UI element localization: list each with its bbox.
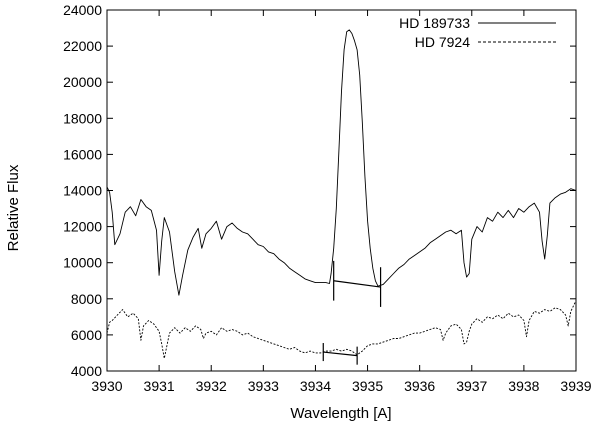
bracket-line: [333, 280, 381, 288]
y-tick-label: 12000: [63, 219, 102, 235]
y-tick-label: 22000: [63, 38, 102, 54]
legend: HD 189733 HD 7924: [399, 15, 556, 50]
x-tick-label: 3934: [300, 378, 331, 394]
plot-frame: [106, 9, 577, 372]
y-tick-label: 14000: [63, 183, 102, 199]
x-tick-label: 3930: [91, 378, 122, 394]
x-tick-label: 3933: [248, 378, 279, 394]
y-axis-title: Relative Flux: [5, 164, 22, 251]
y-tick-label: 10000: [63, 255, 102, 271]
x-tick-label: 3932: [196, 378, 227, 394]
plot-area: [106, 9, 577, 372]
series-line-hd-7924: [106, 300, 577, 359]
x-tick-label: 3938: [508, 378, 539, 394]
y-tick-label: 8000: [71, 291, 102, 307]
x-tick-label: 3939: [560, 378, 591, 394]
x-axis: 3930 3931 3932 3933 3934 3935 3936 3937 3938 3939: [91, 10, 592, 394]
legend-label: HD 189733: [399, 15, 470, 31]
y-tick-label: 18000: [63, 110, 102, 126]
x-tick-label: 3936: [404, 378, 435, 394]
x-tick-label: 3931: [144, 378, 175, 394]
y-axis: 4000 6000 8000 10000 12000 14000 16000 18000 200…: [63, 2, 576, 379]
x-tick-label: 3937: [456, 378, 487, 394]
series-lines: [106, 29, 577, 359]
y-tick-label: 4000: [71, 363, 102, 379]
y-tick-label: 24000: [63, 2, 102, 18]
bracket-line: [323, 351, 358, 357]
y-tick-label: 20000: [63, 74, 102, 90]
x-tick-label: 3935: [352, 378, 383, 394]
y-tick-label: 16000: [63, 146, 102, 162]
legend-label: HD 7924: [415, 34, 470, 50]
series-line-hd-189733: [106, 29, 577, 296]
y-tick-label: 6000: [71, 327, 102, 343]
bracket-annotations: [322, 260, 382, 365]
x-axis-title: Wavelength [A]: [290, 405, 391, 422]
